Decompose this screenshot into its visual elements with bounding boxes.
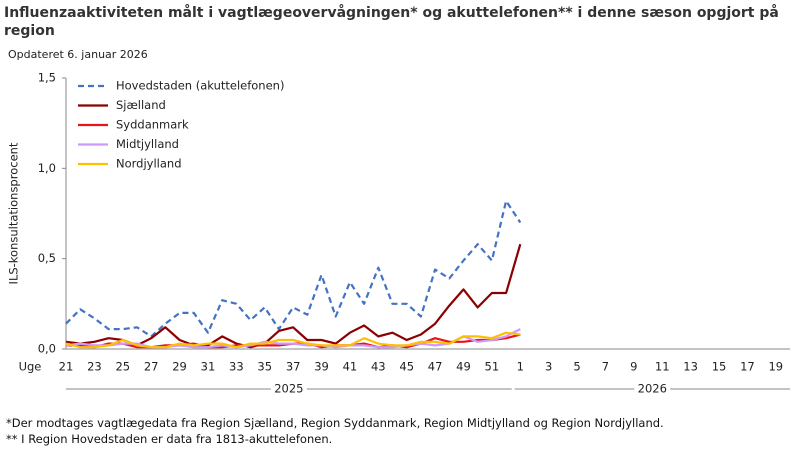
- legend-label: Syddanmark: [116, 118, 189, 132]
- x-tick-label: 19: [768, 360, 783, 374]
- y-axis-label: ILS-konsultationsprocent: [7, 142, 21, 284]
- footnote: ** I Region Hovedstaden er data fra 1813…: [6, 432, 333, 446]
- x-tick-label: 7: [602, 360, 609, 374]
- y-tick-label: 1,0: [38, 161, 56, 175]
- x-group-label: 2025: [274, 382, 303, 396]
- x-tick-label: 3: [545, 360, 552, 374]
- legend-label: Sjælland: [116, 98, 166, 112]
- x-tick-label: 1: [517, 360, 524, 374]
- x-tick-label: 23: [87, 360, 102, 374]
- x-tick-label: 11: [655, 360, 670, 374]
- x-tick-label: 51: [485, 360, 500, 374]
- x-tick-label: 13: [683, 360, 698, 374]
- series-line: [65, 331, 521, 349]
- x-tick-label: 43: [371, 360, 386, 374]
- x-tick-label: 47: [428, 360, 443, 374]
- x-tick-label: 33: [229, 360, 244, 374]
- series-line: [65, 328, 521, 349]
- x-tick-label: 15: [712, 360, 727, 374]
- series-line: [65, 199, 522, 338]
- x-tick-label: 17: [740, 360, 755, 374]
- x-tick-label: 21: [59, 360, 74, 374]
- x-tick-label: 9: [630, 360, 637, 374]
- chart-title: Influenzaaktiviteten målt i vagtlægeover…: [4, 5, 779, 39]
- x-tick-label: 39: [314, 360, 329, 374]
- x-tick-label: 45: [399, 360, 414, 374]
- x-tick-label: 49: [456, 360, 471, 374]
- x-tick-label: 35: [257, 360, 272, 374]
- x-group-label: 2026: [638, 382, 667, 396]
- series-line: [65, 243, 522, 349]
- x-tick-label: 31: [201, 360, 216, 374]
- y-tick-label: 0,5: [38, 251, 56, 265]
- footnote: *Der modtages vagtlægedata fra Region Sj…: [6, 416, 664, 430]
- x-tick-label: 25: [115, 360, 130, 374]
- x-tick-label: 29: [172, 360, 187, 374]
- x-tick-label: 37: [286, 360, 301, 374]
- x-tick-label: 41: [343, 360, 358, 374]
- x-axis-label: Uge: [19, 360, 42, 374]
- legend-label: Midtjylland: [116, 137, 179, 151]
- subtitle: Opdateret 6. januar 2026: [8, 48, 148, 61]
- y-tick-label: 1,5: [38, 71, 56, 85]
- x-tick-label: 27: [144, 360, 159, 374]
- legend-label: Hovedstaden (akuttelefonen): [116, 79, 284, 93]
- legend-label: Nordjylland: [116, 157, 182, 171]
- x-tick-label: 5: [573, 360, 580, 374]
- y-tick-label: 0,0: [38, 342, 56, 356]
